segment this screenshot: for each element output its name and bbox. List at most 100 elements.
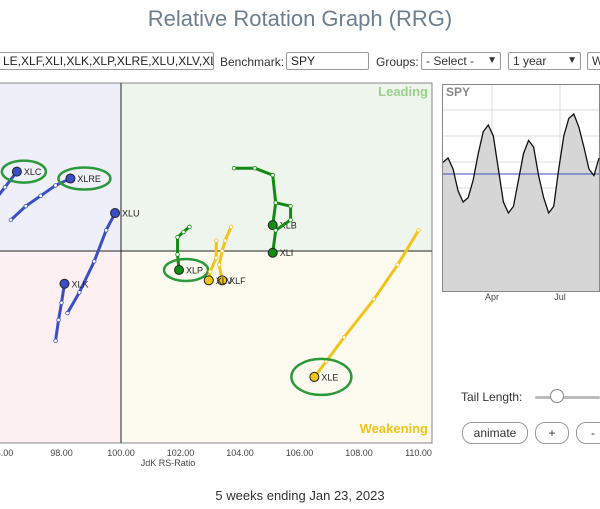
tail-xlk	[54, 282, 66, 343]
tail-point-xli	[273, 200, 278, 205]
tail-point-xle	[395, 262, 400, 267]
tail-point-xlf	[228, 224, 234, 230]
spy-month-label: Jul	[554, 292, 566, 302]
tail-point-xlk	[56, 317, 61, 323]
frequency-select-value: W	[592, 54, 600, 68]
quadrant-label-weakening: Weakening	[360, 421, 428, 436]
groups-label: Groups:	[376, 55, 419, 69]
tail-point-xle	[371, 297, 377, 302]
period-select[interactable]: 1 year ▼	[508, 52, 581, 70]
head-xlb	[267, 220, 278, 231]
tail-point-xli	[288, 203, 293, 209]
spy-label: SPY	[446, 85, 470, 99]
head-xlv	[203, 275, 214, 286]
tail-point-xlf	[222, 238, 228, 243]
label-xlk: XLK	[71, 279, 88, 289]
period-select-value: 1 year	[513, 54, 547, 68]
tail-point-xlv	[213, 255, 219, 261]
tail-point-xlp	[175, 252, 180, 257]
x-tick-label: 98.00	[50, 448, 73, 458]
label-xli: XLI	[280, 248, 294, 258]
x-tick-label: 110.00	[405, 448, 432, 458]
tail-point-xlp	[187, 224, 192, 230]
tail-point-xlk	[59, 300, 64, 305]
tail-point-xlf	[219, 248, 225, 254]
head-xlk	[59, 278, 70, 289]
label-xlu: XLU	[122, 209, 140, 219]
tail-length-slider-handle[interactable]	[550, 389, 564, 403]
x-tick-label: 102.00	[167, 448, 195, 458]
tail-point-xlk	[53, 338, 58, 343]
chevron-down-icon: ▼	[567, 55, 577, 66]
tail-point-xlp	[175, 234, 180, 240]
tail-point-xlb	[252, 165, 258, 171]
x-tick-label: 100.00	[107, 448, 135, 458]
label-xlc: XLC	[24, 167, 42, 177]
chevron-down-icon: ▼	[487, 55, 497, 66]
head-xlu	[110, 208, 121, 219]
increase-button[interactable]: +	[535, 422, 569, 444]
rrg-chart: Leading Weakening 96.00 98.00 100.00 102.00 10…	[0, 82, 433, 468]
tail-length-label: Tail Length:	[461, 390, 523, 404]
label-xlb: XLB	[280, 221, 297, 231]
tail-point-xlu	[92, 259, 97, 264]
tail-point-xli	[273, 228, 278, 233]
tail-point-xlf	[216, 262, 222, 267]
benchmark-label: Benchmark:	[220, 55, 285, 69]
benchmark-input[interactable]: SPY	[286, 52, 369, 70]
head-xlc	[11, 166, 22, 177]
groups-select-value: - Select -	[426, 54, 475, 68]
tail-point-xlv	[208, 269, 213, 274]
highlight-ring-xle	[290, 357, 353, 397]
tail-point-xlc	[2, 184, 8, 190]
tail-length-slider[interactable]	[535, 396, 600, 399]
decrease-button[interactable]: -	[576, 422, 600, 444]
groups-select[interactable]: - Select - ▼	[421, 52, 501, 70]
head-xlre	[65, 173, 76, 184]
tail-point-xle	[416, 228, 421, 233]
chart-frame	[0, 82, 433, 444]
tail-point-xlre	[53, 183, 58, 188]
label-xle: XLE	[321, 372, 338, 382]
tail-point-xlu	[77, 290, 82, 295]
x-axis-title: JdK RS-Ratio	[141, 458, 196, 468]
head-xle	[309, 371, 320, 382]
x-tick-label: 96.00	[0, 448, 13, 458]
animate-button[interactable]: animate	[462, 422, 528, 444]
x-tick-label: 106.00	[286, 448, 314, 458]
tail-point-xlb	[231, 165, 237, 171]
footer-date-range: 5 weeks ending Jan 23, 2023	[215, 488, 385, 503]
spy-area	[443, 114, 599, 291]
x-tick-label: 108.00	[345, 448, 373, 458]
quadrant-weakening	[121, 251, 432, 443]
label-xlf: XLF	[229, 276, 246, 286]
tail-xle	[312, 228, 420, 379]
tail-point-xlu	[65, 310, 70, 316]
label-xlv: XLV	[216, 276, 232, 286]
spy-month-label: Apr	[485, 292, 499, 302]
head-xli	[267, 247, 278, 258]
frequency-select[interactable]: W	[587, 52, 600, 70]
head-xlp	[174, 264, 185, 275]
tail-point-xlu	[103, 228, 109, 233]
quadrant-lagging	[0, 251, 121, 443]
symbols-input[interactable]: LE,XLF,XLI,XLK,XLP,XLRE,XLU,XLV,XL	[0, 52, 214, 70]
highlight-ring-xlp	[162, 257, 210, 283]
tail-point-xlre	[23, 203, 28, 209]
tail-point-xli	[288, 217, 293, 223]
highlight-ring-xlre	[57, 166, 112, 191]
tail-point-xlre	[8, 217, 14, 223]
tail-point-xlp	[181, 229, 186, 235]
tail-point-xlv	[213, 238, 219, 243]
label-xlre: XLRE	[77, 174, 101, 184]
quadrant-label-leading: Leading	[378, 84, 428, 99]
tail-point-xlre	[38, 193, 43, 198]
tail-point-xlb	[270, 172, 275, 178]
highlight-ring-xlc	[0, 159, 48, 184]
toolbar: LE,XLF,XLI,XLK,XLP,XLRE,XLU,XLV,XL Bench…	[0, 50, 600, 74]
quadrant-improving	[0, 83, 121, 251]
x-tick-label: 104.00	[226, 448, 254, 458]
spy-line	[442, 112, 600, 215]
label-xlp: XLP	[186, 265, 203, 275]
